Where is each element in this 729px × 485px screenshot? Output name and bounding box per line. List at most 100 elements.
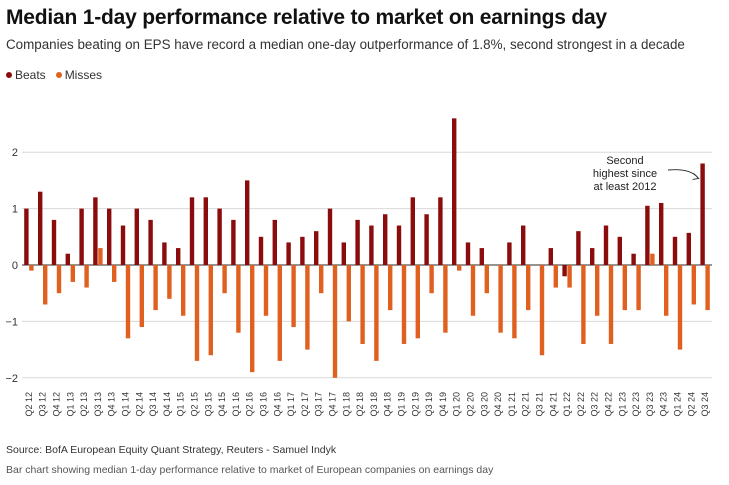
beats-bar	[507, 242, 512, 265]
beats-bar	[189, 197, 195, 265]
misses-bar	[29, 265, 34, 271]
x-tick-label: Q1 24	[673, 392, 683, 417]
beats-bar	[245, 180, 250, 265]
misses-bar	[388, 265, 393, 311]
misses-bar	[305, 265, 310, 350]
misses-bar	[374, 265, 379, 361]
legend-misses-label: Misses	[64, 68, 103, 82]
x-tick-label: Q4 23	[659, 392, 669, 417]
x-tick-label: Q4 12	[52, 392, 62, 417]
x-tick-label: Q3 14	[148, 392, 158, 417]
misses-bar	[677, 265, 683, 350]
misses-bar	[319, 265, 324, 294]
bars	[24, 118, 710, 378]
beats-bar	[355, 219, 360, 265]
misses-bar	[429, 265, 434, 294]
x-tick-label: Q4 18	[383, 392, 393, 417]
x-tick-label: Q1 17	[286, 392, 296, 417]
x-tick-label: Q2 16	[245, 392, 255, 417]
x-tick-label: Q3 15	[203, 392, 213, 417]
misses-bar	[567, 265, 572, 288]
misses-bar	[250, 265, 255, 373]
x-tick-label: Q1 13	[65, 392, 75, 417]
misses-bar	[360, 265, 365, 344]
beats-bar	[631, 253, 636, 265]
beats-bar	[452, 118, 457, 265]
beats-bar	[576, 231, 581, 265]
annotation-text-line: highest since	[593, 168, 657, 180]
misses-bar	[56, 265, 62, 294]
misses-bar	[470, 265, 476, 316]
legend-misses-swatch	[55, 72, 62, 78]
annotation-arrowhead	[692, 173, 700, 180]
x-tick-label: Q2 22	[576, 392, 586, 417]
x-tick-label: Q3 17	[314, 392, 324, 417]
beats-bar	[258, 236, 264, 265]
misses-bar	[595, 265, 600, 316]
y-tick-label: −2	[5, 373, 18, 385]
beats-bar	[369, 225, 374, 265]
misses-bar	[43, 265, 48, 305]
misses-bar	[263, 265, 269, 316]
x-tick-label: Q2 17	[300, 392, 310, 417]
legend-beats-swatch	[6, 72, 12, 78]
beats-bar	[465, 242, 471, 265]
misses-bar	[346, 265, 351, 322]
misses-bar	[194, 265, 200, 361]
x-tick-label: Q3 19	[424, 392, 434, 417]
x-tick-label: Q3 13	[93, 392, 103, 417]
beats-bar	[38, 191, 43, 265]
x-tick-label: Q4 21	[548, 392, 558, 417]
misses-bar	[112, 265, 117, 282]
x-tick-label: Q2 14	[134, 392, 144, 417]
misses-bar	[443, 265, 448, 333]
y-tick-label: −1	[5, 316, 18, 328]
x-tick-label: Q3 20	[479, 392, 489, 417]
misses-bar	[484, 265, 489, 294]
y-tick-label: 2	[12, 147, 18, 159]
beats-bar	[548, 248, 553, 265]
x-tick-label: Q4 13	[107, 392, 117, 417]
x-tick-label: Q4 16	[272, 392, 282, 417]
legend-item-beats: Beats	[6, 68, 46, 82]
x-tick-label: Q3 18	[369, 392, 379, 417]
x-tick-label: Q2 19	[410, 392, 420, 417]
chart-subtitle: Companies beating on EPS have record a m…	[6, 37, 685, 52]
x-tick-label: Q3 12	[38, 392, 48, 417]
beats-bar	[51, 219, 57, 265]
x-tick-label: Q3 23	[645, 392, 655, 417]
y-tick-label: 0	[12, 260, 18, 272]
x-tick-label: Q2 21	[521, 392, 531, 417]
misses-bar	[622, 265, 627, 311]
beats-bar	[134, 208, 139, 265]
misses-bar	[139, 265, 144, 328]
misses-bar	[236, 265, 241, 333]
misses-bar	[636, 265, 641, 311]
x-tick-label: Q2 18	[355, 392, 365, 417]
beats-bar	[686, 232, 691, 265]
misses-bar	[70, 265, 75, 282]
x-tick-label: Q4 19	[438, 392, 448, 417]
misses-bar	[705, 265, 710, 311]
beats-bar	[120, 225, 126, 265]
misses-bar	[526, 265, 531, 311]
source-note: Source: BofA European Equity Quant Strat…	[6, 444, 337, 456]
misses-bar	[332, 265, 338, 378]
beats-bar	[617, 236, 622, 265]
x-tick-label: Q1 23	[617, 392, 627, 417]
x-tick-label: Q1 14	[121, 392, 131, 417]
x-tick-label: Q4 20	[493, 392, 503, 417]
beats-bar	[672, 236, 678, 265]
x-tick-label: Q1 19	[397, 392, 407, 417]
beats-bar	[272, 219, 277, 265]
misses-bar	[167, 265, 172, 299]
x-tick-label: Q2 24	[686, 392, 696, 417]
legend: Beats Misses	[6, 68, 102, 82]
beats-bar	[300, 236, 305, 265]
beats-bar	[327, 208, 333, 265]
annotation-arrow	[667, 169, 699, 178]
misses-bar	[401, 265, 407, 344]
misses-bar	[291, 265, 296, 328]
